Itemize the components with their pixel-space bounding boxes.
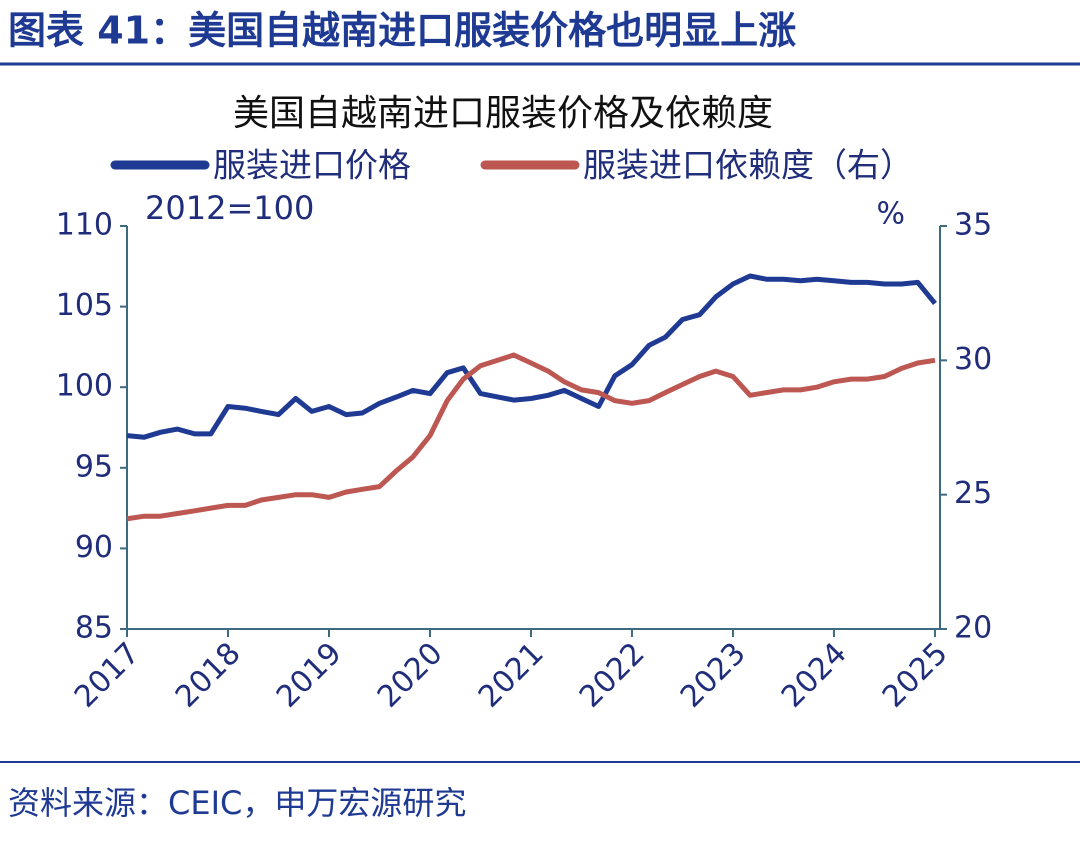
y2-tick-label: 30 (954, 342, 992, 377)
x-tick-label: 2024 (775, 636, 854, 715)
legend-label: 服装进口依赖度（右） (583, 146, 913, 185)
y-tick-label: 100 (56, 369, 113, 404)
y2-tick-label: 35 (954, 208, 992, 243)
y-tick-label: 105 (56, 288, 113, 323)
y2-tick-label: 20 (954, 611, 992, 646)
x-tick-label: 2017 (68, 636, 147, 715)
x-tick-label: 2025 (876, 636, 955, 715)
right-unit: % (876, 197, 905, 232)
series-line (126, 352, 936, 522)
left-unit: 2012=100 (145, 189, 314, 227)
x-tick-label: 2019 (270, 636, 349, 715)
series-line (126, 273, 937, 440)
x-tick-label: 2020 (371, 636, 450, 715)
y-tick-label: 85 (75, 611, 113, 646)
x-tick-label: 2023 (674, 636, 753, 715)
header-title: 图表 41：美国自越南进口服装价格也明显上涨 (8, 9, 796, 53)
y-tick-label: 90 (75, 530, 113, 565)
x-tick-label: 2021 (472, 636, 551, 715)
y-tick-label: 110 (56, 208, 113, 243)
x-tick-label: 2018 (169, 636, 248, 715)
x-tick-label: 2022 (573, 636, 652, 715)
source: 资料来源：CEIC，申万宏源研究 (8, 784, 466, 822)
y2-tick-label: 25 (954, 476, 992, 511)
y-tick-label: 95 (75, 449, 113, 484)
legend-label: 服装进口价格 (213, 146, 411, 185)
chart-title: 美国自越南进口服装价格及依赖度 (233, 93, 773, 134)
